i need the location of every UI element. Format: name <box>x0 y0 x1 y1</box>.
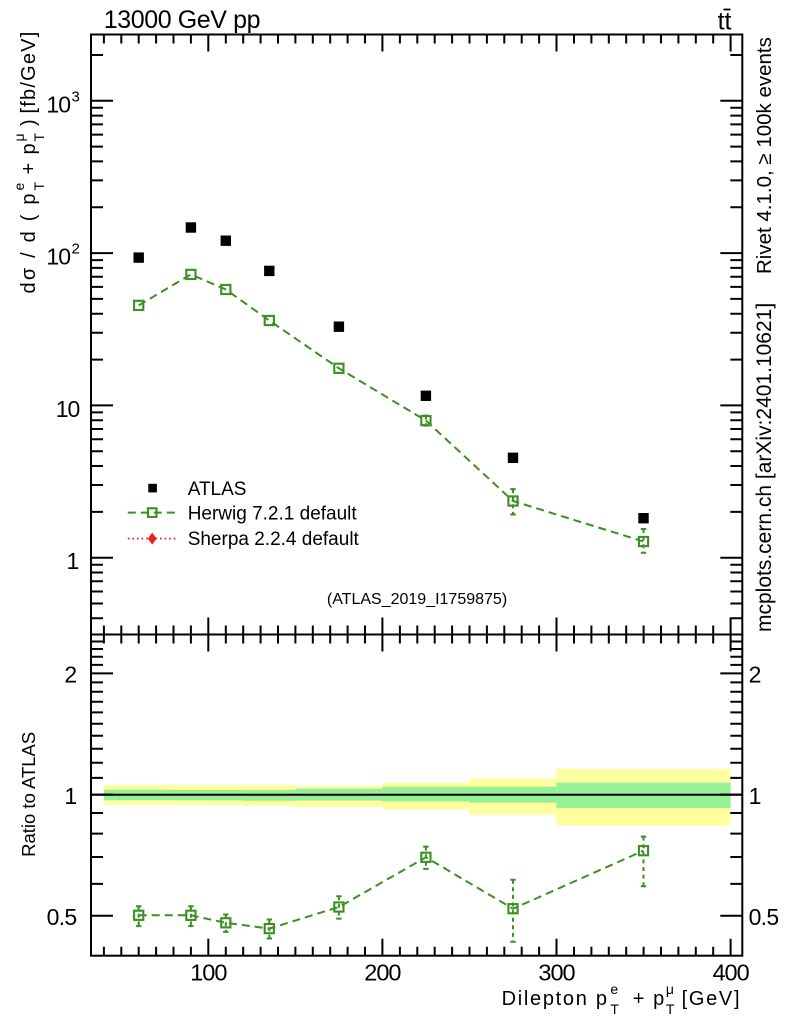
svg-text:3: 3 <box>72 88 80 105</box>
svg-text:(ATLAS_2019_I1759875): (ATLAS_2019_I1759875) <box>327 591 507 608</box>
svg-text:[fb/GeV]: [fb/GeV] <box>18 31 40 114</box>
svg-text:T: T <box>666 1001 675 1017</box>
svg-text:p: p <box>18 142 40 154</box>
svg-text:13000 GeV pp: 13000 GeV pp <box>104 6 260 34</box>
svg-text:2: 2 <box>749 662 761 688</box>
svg-text:p: p <box>653 988 666 1010</box>
svg-text:): ) <box>18 118 40 126</box>
svg-text:dσ / d ( p: dσ / d ( p <box>18 191 40 293</box>
svg-text:ATLAS: ATLAS <box>188 479 247 500</box>
svg-text:+: + <box>633 988 646 1010</box>
svg-text:1: 1 <box>749 783 761 809</box>
svg-text:200: 200 <box>364 960 401 986</box>
svg-text:2: 2 <box>64 662 76 688</box>
svg-text:Ratio to ATLAS: Ratio to ATLAS <box>18 732 39 857</box>
svg-text:[GeV]: [GeV] <box>682 988 742 1010</box>
svg-text:tt: tt <box>718 7 732 35</box>
svg-text:T: T <box>31 182 47 191</box>
svg-text:μ: μ <box>666 981 674 997</box>
svg-text:Dilepton p: Dilepton p <box>502 988 609 1010</box>
svg-text:300: 300 <box>538 960 575 986</box>
svg-text:Rivet 4.1.0, ≥ 100k events: Rivet 4.1.0, ≥ 100k events <box>753 37 776 274</box>
svg-text:0.5: 0.5 <box>749 904 779 930</box>
svg-text:0.5: 0.5 <box>47 904 77 930</box>
svg-text:2: 2 <box>72 241 80 258</box>
svg-text:Herwig 7.2.1 default: Herwig 7.2.1 default <box>188 503 358 524</box>
svg-text:T: T <box>610 1001 619 1017</box>
svg-text:1: 1 <box>64 783 76 809</box>
svg-text:Sherpa 2.2.4 default: Sherpa 2.2.4 default <box>188 529 360 550</box>
svg-text:10: 10 <box>46 244 70 270</box>
svg-text:400: 400 <box>712 960 749 986</box>
svg-text:T: T <box>31 133 47 142</box>
svg-text:10: 10 <box>56 396 80 422</box>
svg-text:mcplots.cern.ch [arXiv:2401.10: mcplots.cern.ch [arXiv:2401.10621] <box>753 303 776 632</box>
svg-text:e: e <box>11 183 27 191</box>
svg-text:10: 10 <box>46 91 70 117</box>
svg-text:+: + <box>18 162 40 175</box>
svg-text:μ: μ <box>11 133 27 141</box>
svg-text:1: 1 <box>67 548 80 574</box>
svg-text:e: e <box>610 981 618 997</box>
svg-text:100: 100 <box>190 960 227 986</box>
